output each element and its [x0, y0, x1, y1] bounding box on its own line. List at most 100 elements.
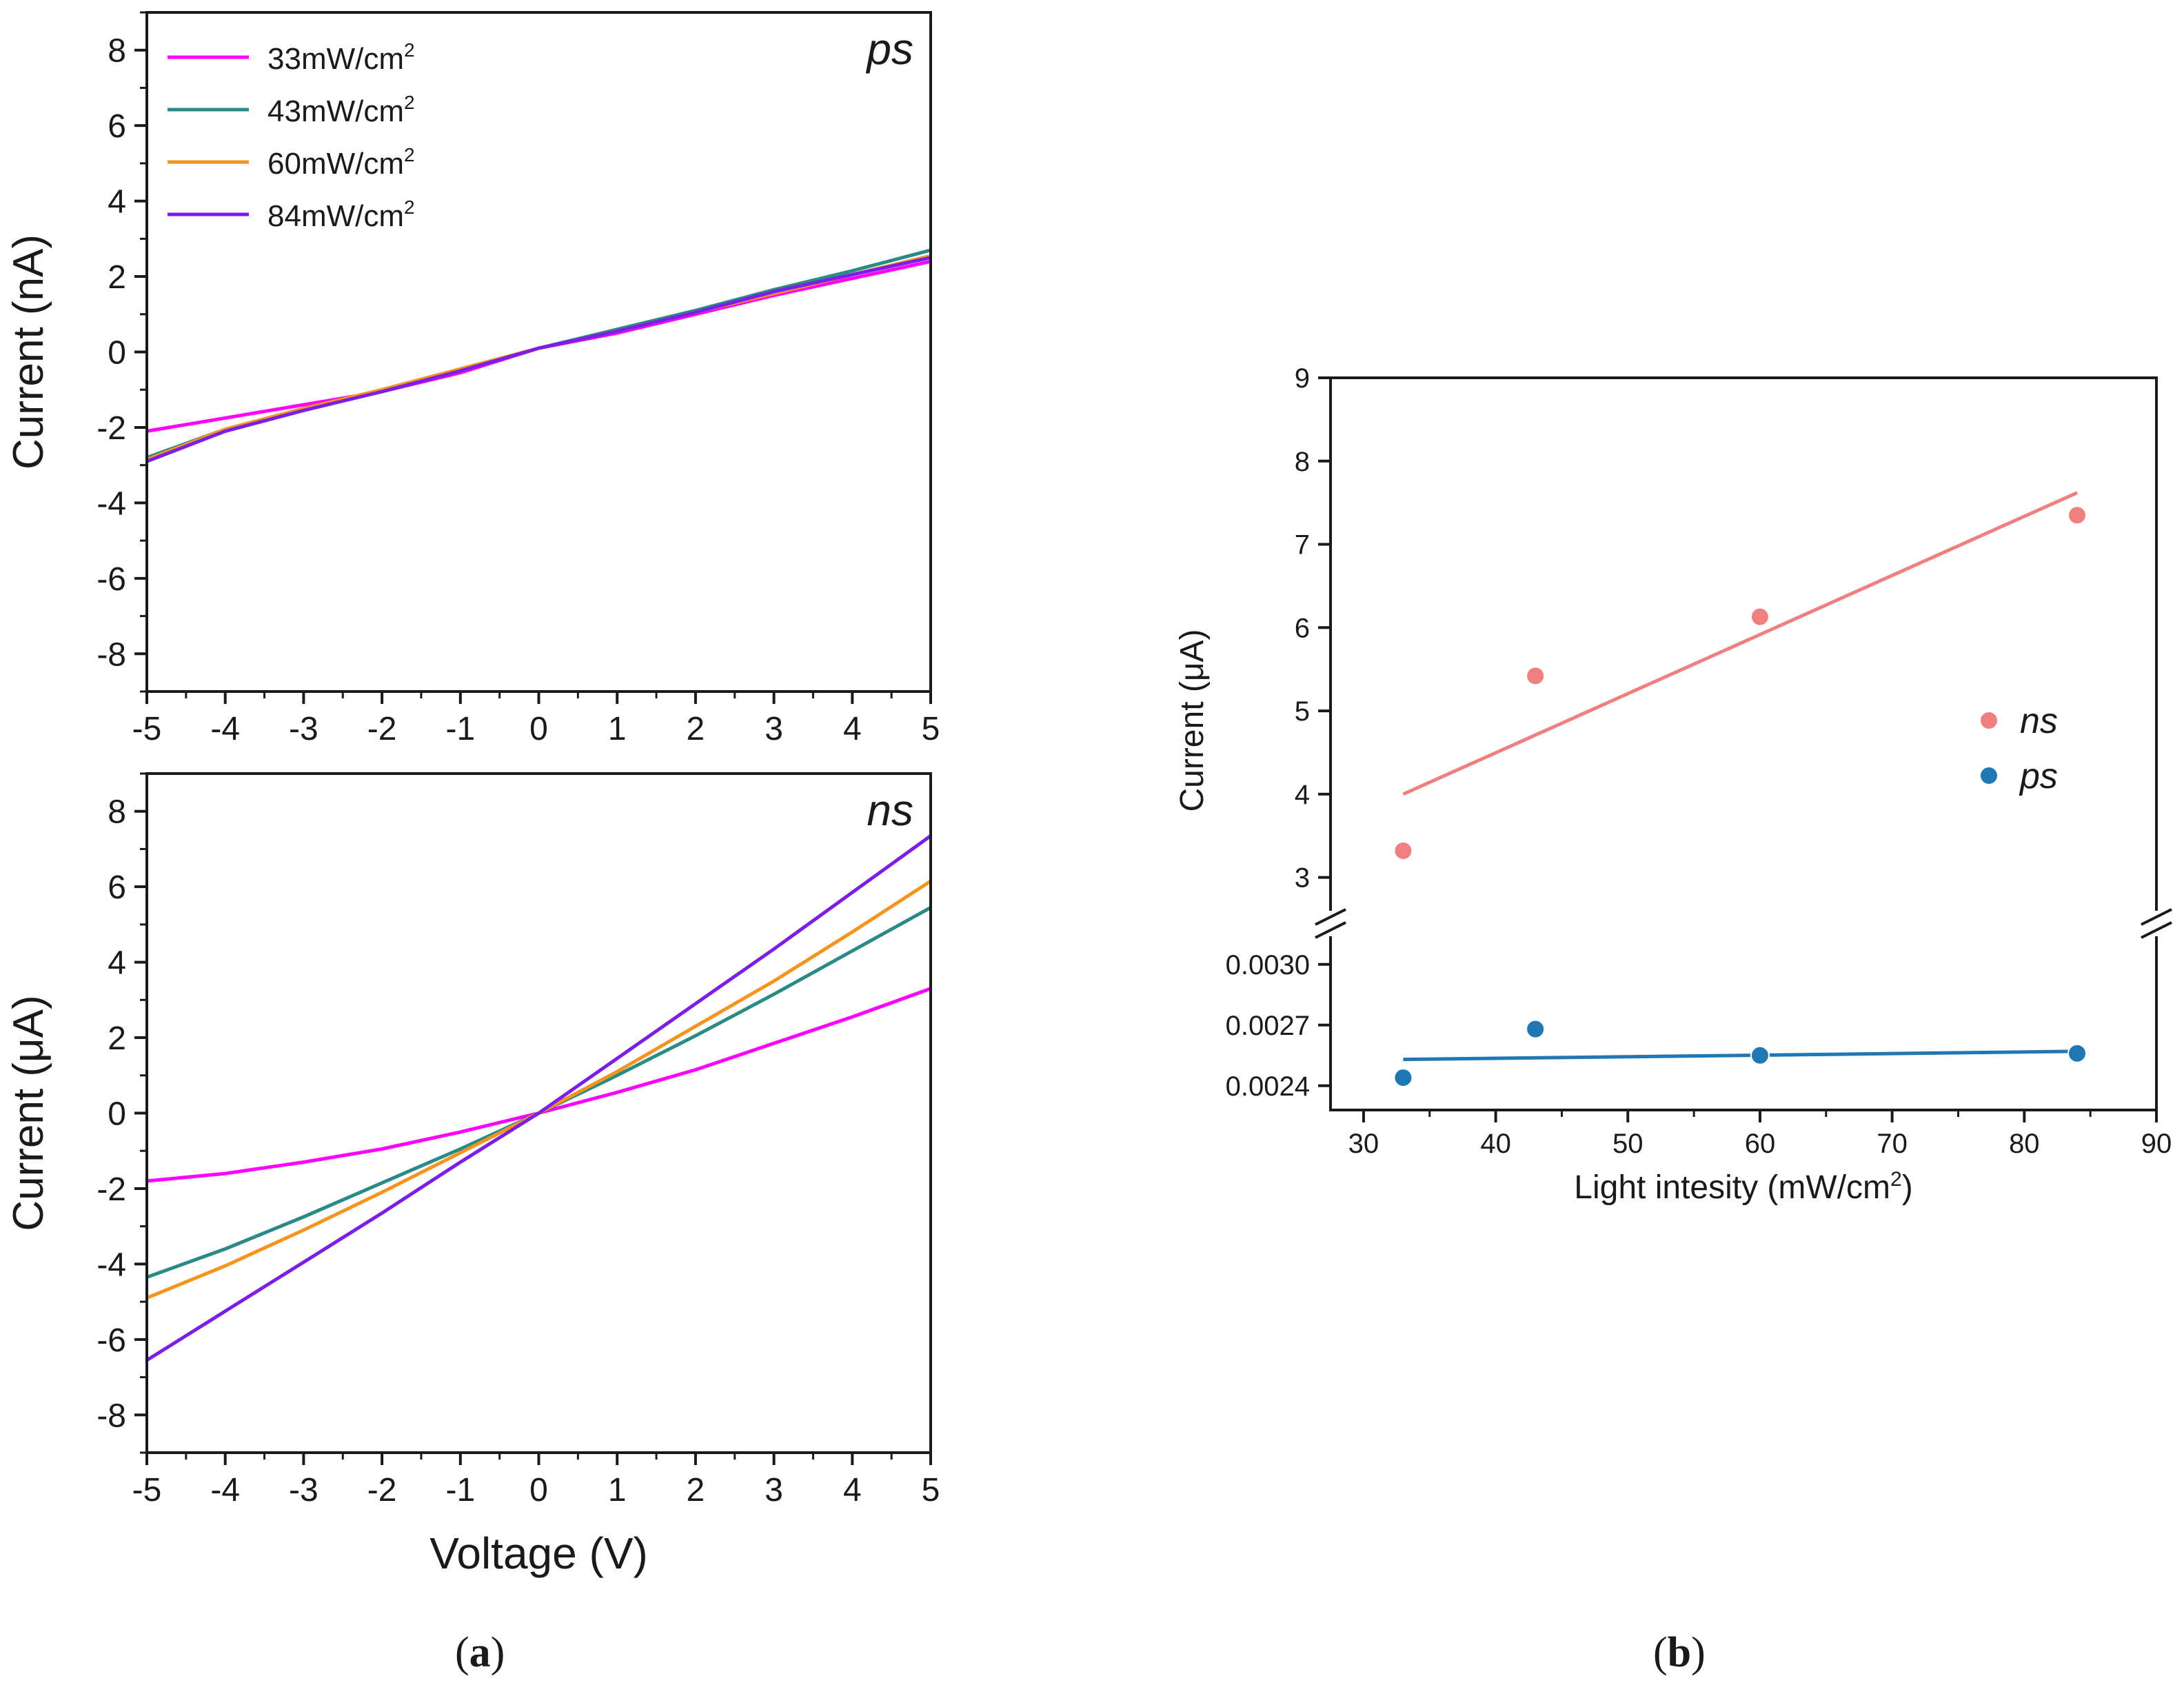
x-tick-label: 90	[2141, 1129, 2172, 1159]
y-tick-label: 4	[108, 945, 126, 982]
legend: ns ps	[1979, 701, 2058, 796]
data-point-ps	[1526, 1019, 1546, 1039]
x-tick-label: 50	[1612, 1129, 1644, 1159]
y-tick-label: -6	[97, 1322, 126, 1359]
x-tick-label: 0	[529, 1472, 548, 1509]
legend-entry-label: 60mW/cm2	[267, 144, 415, 181]
series-line-33mW/cm2	[146, 987, 931, 1183]
upper-y-tick-label: 7	[1295, 530, 1310, 561]
lower-y-tick-label: 0.0024	[1226, 1071, 1310, 1102]
legend-label-text: 60mW/cm	[267, 147, 404, 181]
x-tick-label: -2	[367, 711, 397, 747]
axis-break-mark	[1315, 921, 1346, 939]
x-tick-label: 1	[608, 711, 627, 747]
legend-entry-label: ps	[2019, 756, 2058, 796]
y-tick-label: 2	[108, 259, 126, 296]
x-tick-label: -5	[132, 1472, 162, 1509]
lower-frame	[1329, 936, 2158, 1111]
data-point-ps	[1393, 1068, 1413, 1088]
caption-b-open: (	[1653, 1629, 1668, 1676]
series-line-43mW/cm2	[146, 906, 932, 1279]
y-tick-label: -6	[97, 561, 126, 598]
x-tick-label: 70	[1877, 1129, 1908, 1159]
data-point-ns	[1526, 666, 1546, 686]
x-tick-label: 5	[922, 1472, 940, 1509]
fit-line-ps	[1403, 1049, 2078, 1062]
upper-frame	[1329, 376, 2158, 911]
legend-entry-label: 33mW/cm2	[267, 39, 415, 76]
y-tick-label: 8	[108, 794, 126, 831]
x-tick-label: -4	[210, 1472, 240, 1509]
x-tick-label: 4	[843, 711, 862, 747]
chart-a-ps: -5 -4 -3 -2 -1 0 1 2 3 4 5 -8 -6 -4 -2 0 2 4 6 8 Current (nA…	[5, 11, 940, 747]
x-tick-label: -3	[289, 711, 318, 747]
x-tick-label: 80	[2009, 1129, 2040, 1159]
chart-a-ns: -5 -4 -3 -2 -1 0 1 2 3 4 5 -8 -6 -4 -2 0 2 4 6 8 Current (μA…	[5, 772, 940, 1578]
upper-y-tick-label: 4	[1295, 780, 1310, 810]
x-tick-label: -4	[210, 711, 240, 747]
axis-break-mark	[2141, 921, 2172, 939]
legend-marker	[1979, 766, 1999, 785]
y-tick-label: -4	[97, 485, 126, 522]
caption-a-close: )	[490, 1629, 505, 1676]
x-axis-label-part: )	[1902, 1169, 1913, 1206]
x-tick-label: 5	[922, 711, 940, 747]
caption-a-open: (	[455, 1629, 469, 1676]
y-tick-label: -8	[97, 636, 126, 673]
plot-frame	[145, 11, 932, 693]
caption-b-close: )	[1691, 1629, 1706, 1676]
x-tick-label: 40	[1480, 1129, 1511, 1159]
legend-entry-label: 84mW/cm2	[267, 196, 415, 233]
legend-label-text: 33mW/cm	[267, 42, 404, 76]
caption-a-letter: a	[469, 1629, 491, 1676]
y-tick-label: 4	[108, 184, 126, 221]
data-point-ns	[1393, 840, 1413, 860]
data-point-ps	[1750, 1045, 1770, 1065]
x-tick-label: 0	[529, 711, 548, 747]
lower-y-tick-label: 0.0030	[1226, 950, 1310, 980]
x-tick-label: 2	[687, 711, 705, 747]
y-tick-label: -2	[97, 1171, 126, 1208]
axis-break-mark	[2141, 908, 2172, 926]
x-tick-label: 3	[765, 711, 783, 747]
legend-entry-label: 43mW/cm2	[267, 92, 415, 128]
x-tick-label: -1	[445, 711, 475, 747]
y-axis-label: Current (μA)	[1174, 629, 1211, 811]
caption-a: (a)	[455, 1628, 505, 1677]
y-axis-label: Current (nA)	[5, 234, 52, 470]
data-point-ns	[1750, 607, 1770, 627]
y-tick-label: -4	[97, 1247, 126, 1283]
upper-y-tick-label: 6	[1295, 613, 1310, 643]
x-tick-label: -2	[367, 1472, 397, 1509]
y-tick-label: 2	[108, 1020, 126, 1057]
legend-entry-label: ns	[2020, 701, 2058, 741]
lower-y-tick-label: 0.0027	[1226, 1011, 1310, 1041]
caption-b-letter: b	[1667, 1629, 1692, 1676]
y-tick-label: 6	[108, 108, 126, 145]
x-tick-label: 2	[687, 1472, 705, 1509]
data-point-ps	[2067, 1043, 2087, 1063]
y-tick-label: 8	[108, 33, 126, 70]
legend-label-sup: 2	[404, 39, 415, 61]
legend-label-text: 84mW/cm	[267, 199, 404, 233]
panel-label: ns	[867, 785, 913, 835]
series-line-84mW/cm2	[145, 834, 932, 1362]
series-line-33mW/cm2	[146, 259, 931, 433]
panel-label: ps	[865, 24, 913, 74]
x-tick-label: -1	[445, 1472, 475, 1509]
y-axis-label: Current (μA)	[5, 995, 52, 1231]
x-axis-label: Voltage (V)	[429, 1529, 648, 1578]
x-tick-label: 3	[765, 1472, 783, 1509]
series-line-60mW/cm2	[146, 879, 932, 1300]
y-tick-label: -8	[97, 1398, 126, 1434]
data-point-ns	[2067, 505, 2087, 525]
y-tick-label: 6	[108, 869, 126, 906]
x-tick-label: 30	[1348, 1129, 1379, 1159]
series-line-43mW/cm2	[146, 248, 931, 460]
legend-marker	[1979, 711, 1999, 730]
x-axis-label-part: Light intesity (mW/cm	[1574, 1169, 1890, 1206]
upper-y-tick-label: 8	[1295, 447, 1310, 477]
x-tick-label: -5	[132, 711, 162, 747]
x-tick-label: 1	[608, 1472, 627, 1509]
